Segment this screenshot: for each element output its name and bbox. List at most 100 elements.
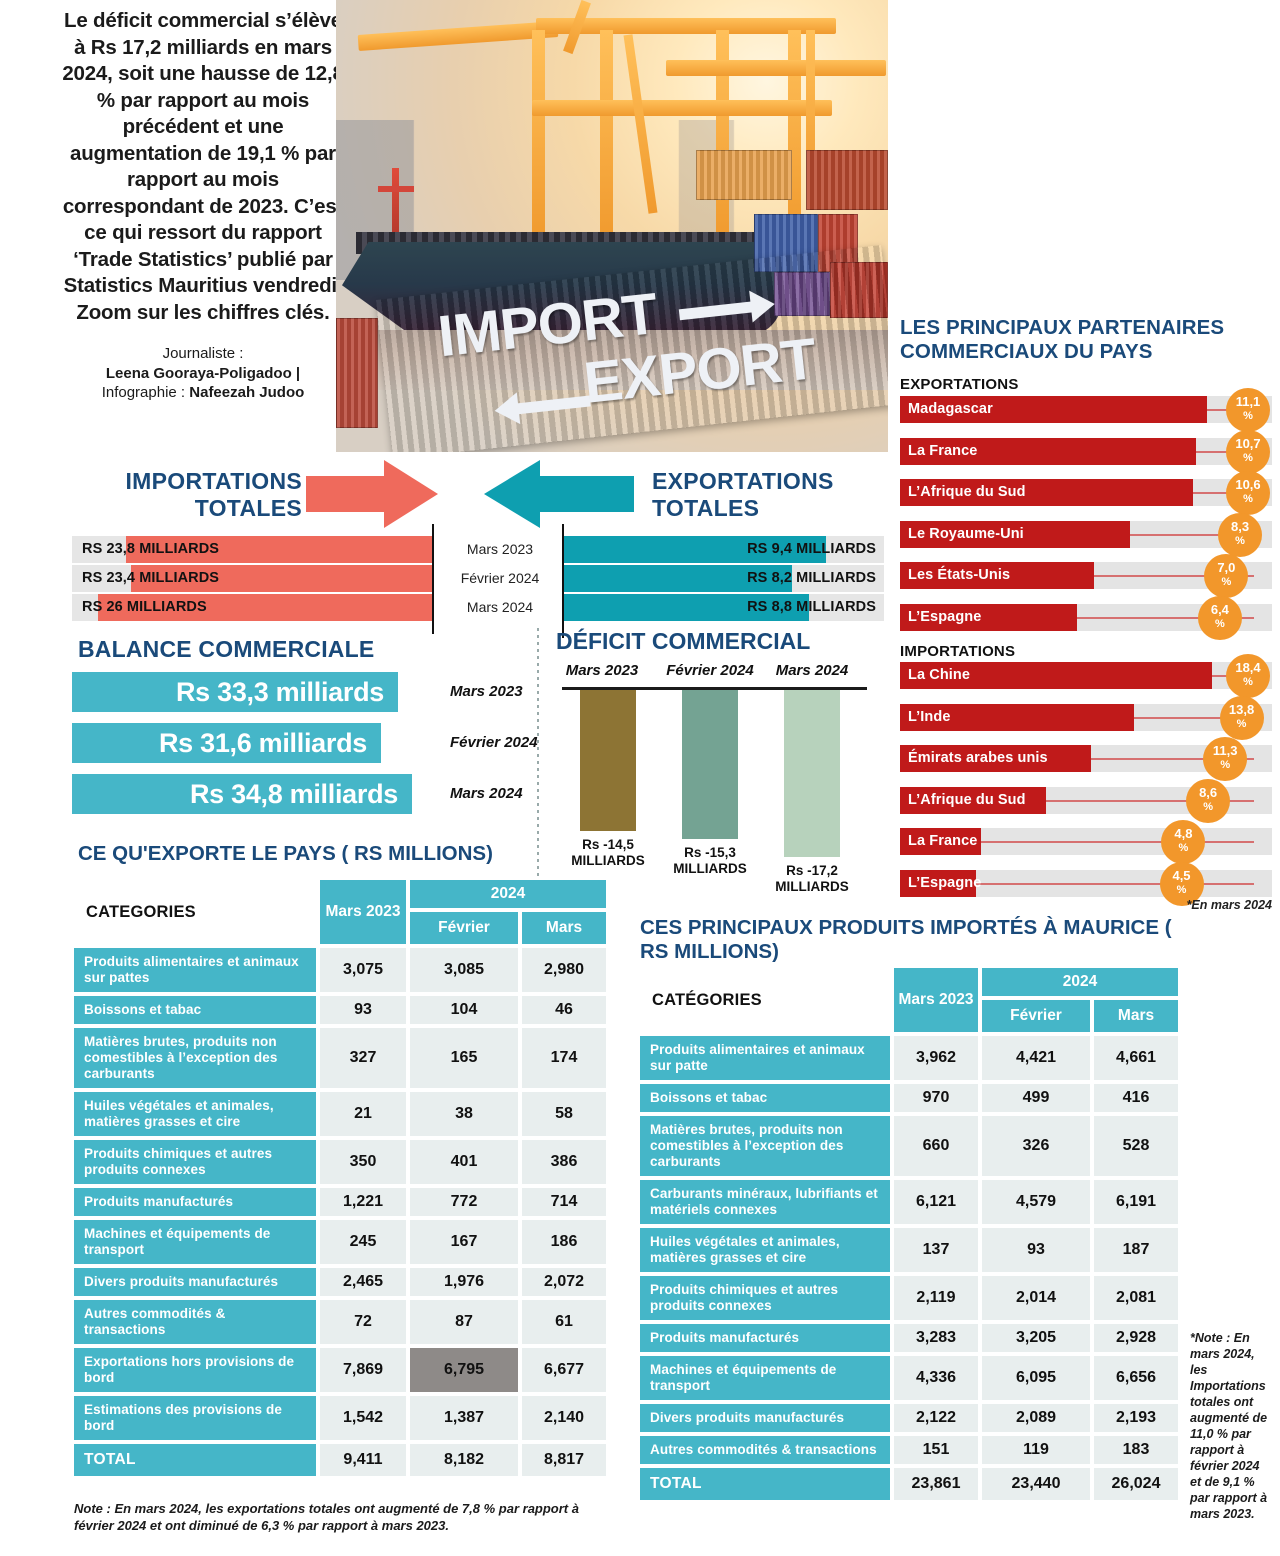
row-category: Produits alimentaires et animaux sur pat… <box>640 1036 890 1080</box>
crane-leg <box>532 30 545 240</box>
row-value-mars: 4,661 <box>1094 1036 1178 1080</box>
row-value-fev: 87 <box>410 1300 518 1344</box>
row-value-mars: 6,191 <box>1094 1180 1178 1224</box>
row-category: Machines et équipements de transport <box>74 1220 316 1264</box>
row-category: Produits alimentaires et animaux sur pat… <box>74 948 316 992</box>
row-category: Produits chimiques et autres produits co… <box>74 1140 316 1184</box>
row-value-m2023: 2,119 <box>894 1276 978 1320</box>
partner-country-label: L’Inde <box>908 708 951 725</box>
partners-note: *En mars 2024 <box>1186 898 1272 912</box>
row-value-fev: 167 <box>410 1220 518 1264</box>
partner-percent-bubble: 7,0% <box>1204 554 1249 598</box>
partner-country-label: La France <box>908 442 978 459</box>
partner-percent-bubble: 13,8% <box>1219 695 1264 740</box>
row-value-mars: 174 <box>522 1028 606 1088</box>
table-row: Exportations hors provisions de bord 7,86… <box>74 1348 606 1392</box>
row-value-m2023: 2,465 <box>320 1268 406 1296</box>
partner-leader-line <box>1193 492 1254 494</box>
partner-percent-bubble: 11,3% <box>1203 737 1248 781</box>
row-value-mars: 2,140 <box>522 1396 606 1440</box>
row-value-fev: 326 <box>982 1116 1090 1176</box>
credits-block: Journaliste : Leena Gooraya-Poligadoo | … <box>62 344 344 403</box>
row-value-fev: 4,579 <box>982 1180 1090 1224</box>
row-value-fev: 772 <box>410 1188 518 1216</box>
intro-block: Le déficit commercial s’élève à Rs 17,2 … <box>62 8 344 403</box>
total-label: TOTAL <box>74 1444 316 1476</box>
export-bar <box>564 536 826 563</box>
row-value-m2023: 1,542 <box>320 1396 406 1440</box>
partners-imports-label: IMPORTATIONS <box>900 643 1016 660</box>
row-value-m2023: 660 <box>894 1116 978 1176</box>
row-value-m2023: 21 <box>320 1092 406 1136</box>
deficit-period: Mars 2024 <box>775 662 849 679</box>
exports-table-note: Note : En mars 2024, les exportations to… <box>74 1501 579 1533</box>
partners-title: LES PRINCIPAUX PARTENAIRES COMMERCIAUX D… <box>900 316 1225 363</box>
row-value-m2023: 2,122 <box>894 1404 978 1432</box>
row-value-mars: 186 <box>522 1220 606 1264</box>
col-header-mars: Mars <box>522 912 606 944</box>
imports-side-note: *Note : En mars 2024, les Importations t… <box>1190 1331 1268 1521</box>
imports-table: CATÉGORIES Mars 2023 2024 Février Mars P… <box>636 964 1182 1504</box>
table-row: Autres commodités & transactions 72 87 61 <box>74 1300 606 1344</box>
partner-leader-line <box>1196 450 1254 453</box>
balance-period: Mars 2023 <box>450 683 523 700</box>
row-value-fev: 3,085 <box>410 948 518 992</box>
imports-arrow-icon <box>306 460 438 528</box>
col-header-2024: 2024 <box>982 968 1178 996</box>
col-header-mars-2023: Mars 2023 <box>320 880 406 944</box>
import-axis <box>432 524 434 634</box>
partner-leader-line <box>1091 758 1254 760</box>
partner-country-label: L’Espagne <box>908 874 982 891</box>
crane-strut <box>806 30 815 200</box>
import-value: RS 26 MILLIARDS <box>82 599 207 615</box>
export-value: RS 8,2 MILLIARDS <box>747 570 876 586</box>
exports-arrow-icon <box>484 460 634 532</box>
row-value-fev: 401 <box>410 1140 518 1184</box>
arrow-right-icon <box>678 301 754 321</box>
table-row: Divers produits manufacturés 2,122 2,089 2,… <box>640 1404 1178 1432</box>
partner-leader-line <box>1094 575 1254 577</box>
row-category: Matières brutes, produits non comestible… <box>74 1028 316 1088</box>
row-value-mars: 714 <box>522 1188 606 1216</box>
row-value-mars: 2,928 <box>1094 1324 1178 1352</box>
row-value-fev: 3,205 <box>982 1324 1090 1352</box>
row-category: Autres commodités & transactions <box>74 1300 316 1344</box>
partner-bar <box>900 745 1091 772</box>
row-value-fev: 93 <box>982 1228 1090 1272</box>
total-value-mars: 26,024 <box>1094 1468 1178 1500</box>
row-value-m2023: 1,221 <box>320 1188 406 1216</box>
partner-country-label: Émirats arabes unis <box>908 750 1048 766</box>
table-row: Produits chimiques et autres produits co… <box>640 1276 1178 1320</box>
row-category: Estimations des provisions de bord <box>74 1396 316 1440</box>
row-value-mars: 2,193 <box>1094 1404 1178 1432</box>
row-category: Exportations hors provisions de bord <box>74 1348 316 1392</box>
container-stack <box>754 214 818 272</box>
table-row: Boissons et tabac 970 499 416 <box>640 1084 1178 1112</box>
imports-total-label: IMPORTATIONS TOTALES <box>125 468 302 521</box>
row-category: Boissons et tabac <box>640 1084 890 1112</box>
container-stack <box>830 262 888 318</box>
export-value: RS 8,8 MILLIARDS <box>747 599 876 615</box>
import-bar <box>131 565 432 592</box>
table-row: Machines et équipements de transport 4,33… <box>640 1356 1178 1400</box>
exports-table-title: CE QU'EXPORTE LE PAYS ( RS MILLIONS) <box>78 842 493 865</box>
deficit-axis <box>562 687 867 690</box>
balance-value: Rs 31,6 milliards <box>158 728 367 758</box>
partner-country-label: L’Afrique du Sud <box>908 791 1026 808</box>
partner-country-label: La Chine <box>908 667 971 683</box>
table-row: Huiles végétales et animales, matières g… <box>74 1092 606 1136</box>
table-row: Estimations des provisions de bord 1,542 1… <box>74 1396 606 1440</box>
balance-bar: Rs 31,6 milliards <box>72 723 381 763</box>
partner-country-label: Le Royaume-Uni <box>908 525 1024 542</box>
balance-bar-chart: Rs 33,3 milliards Mars 2023 Rs 31,6 mill… <box>72 672 542 822</box>
table-row: Carburants minéraux, lubrifiants et maté… <box>640 1180 1178 1224</box>
exports-table-head: CATEGORIES Mars 2023 2024 Février Mars <box>74 880 606 944</box>
imports-table-body: Produits alimentaires et animaux sur pat… <box>640 1036 1178 1500</box>
journalist-label: Journaliste : <box>162 345 244 362</box>
deficit-value: Rs -17,2 MILLIARDS <box>775 863 849 894</box>
row-category: Produits manufacturés <box>640 1324 890 1352</box>
deficit-period: Février 2024 <box>666 662 754 679</box>
row-category: Produits manufacturés <box>74 1188 316 1216</box>
container-stack <box>806 150 888 210</box>
